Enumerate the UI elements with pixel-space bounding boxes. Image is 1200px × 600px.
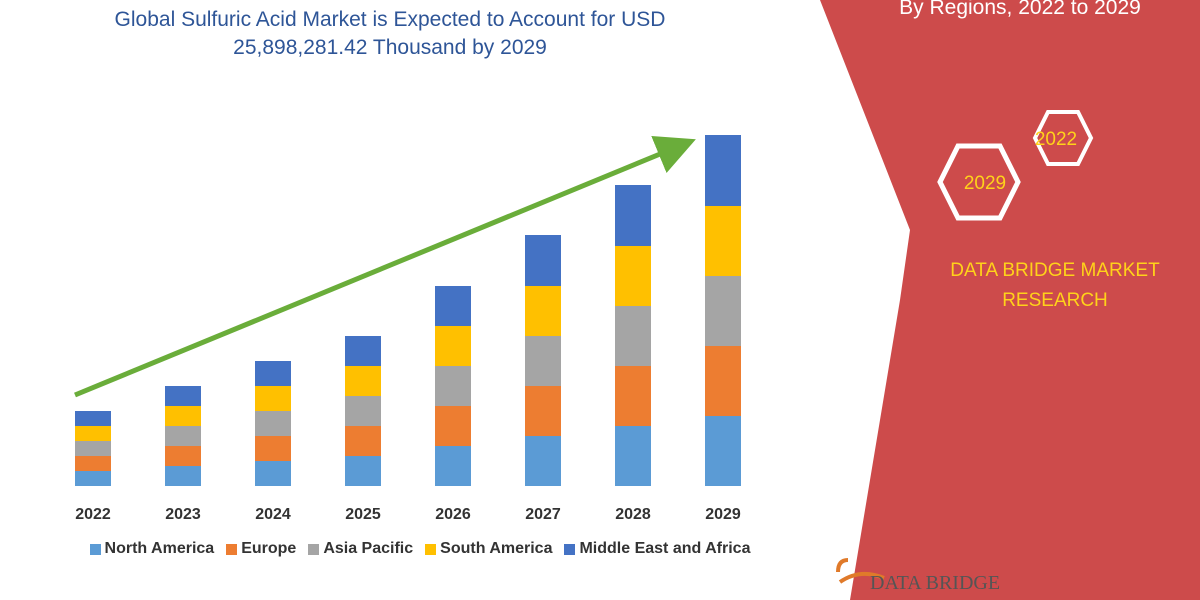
legend-item: Middle East and Africa [564,540,750,558]
legend-label: North America [104,540,215,557]
legend-item: Europe [226,540,296,558]
brand: DATA BRIDGE MARKET RESEARCH [950,260,1160,311]
bar-segment [435,446,471,486]
bar-segment [345,396,381,426]
legend-swatch [226,543,238,555]
bar-segment [525,286,561,336]
bar-segment [705,416,741,486]
bar-segment [75,456,111,471]
bar-segment [525,386,561,436]
legend-swatch [425,543,437,555]
bar-segment [615,366,651,426]
bar-segment [255,461,291,486]
x-tick-label: 2023 [165,506,201,523]
bar-segment [255,411,291,436]
bar-segment [345,456,381,486]
bar-segment [435,326,471,366]
hexagon [937,143,1021,221]
bar-segment [165,386,201,406]
bar-segment [615,426,651,486]
bar-segment [255,436,291,461]
chart-title: Global Sulfuric Acid Market is Expected … [114,8,666,59]
x-tick-label: 2024 [255,506,291,523]
legend-item: Asia Pacific [308,540,413,558]
bar-segment [255,386,291,411]
hexagon-label: 2029 [964,173,1006,194]
x-tick-label: 2026 [435,506,471,523]
side-panel [820,0,1200,600]
bar-segment [75,441,111,456]
x-tick-label: 2022 [75,506,111,523]
x-tick-label: 2028 [615,506,651,523]
bar-segment [435,286,471,326]
bar-segment [75,426,111,441]
logo-icon [836,558,885,584]
x-tick-label: 2029 [705,506,741,523]
legend-item: North America [89,540,215,558]
logo-text: DATA BRIDGE [870,572,1001,594]
bar-segment [75,411,111,426]
legend-item: South America [425,540,552,558]
legend-label: Europe [241,540,297,557]
bar-segment [525,436,561,486]
bar-segment [75,471,111,486]
bar-segment [615,306,651,366]
legend-label: Asia Pacific [323,540,414,557]
trend-arrow [74,136,696,398]
bar-segment [615,246,651,306]
hexagon [1032,110,1094,166]
bar-segment [615,185,651,246]
legend-label: South America [440,540,553,557]
bar-segment [345,426,381,456]
bar-segment [165,426,201,446]
bar-segment [165,406,201,426]
bar-segment [165,446,201,466]
bar-segment [435,366,471,406]
bar-segment [525,235,561,286]
bar-segment [705,346,741,416]
legend-swatch [89,543,101,555]
bar-segment [345,366,381,396]
bar-segment [705,276,741,346]
legend-label: Middle East and Africa [579,540,751,557]
bar-segment [165,466,201,486]
legend: North America Europe Asia Pacific South Ame… [60,540,780,558]
bar-segment [435,406,471,446]
bar-segment [525,336,561,386]
bar-segment [705,206,741,276]
hexagon-label: 2022 [1035,129,1077,150]
legend-swatch [308,543,320,555]
legend-swatch [564,543,576,555]
bar-segment [255,361,291,386]
panel-heading: By Regions, 2022 to 2029 [899,0,1141,19]
bar-segment [705,135,741,206]
x-tick-label: 2025 [345,506,381,523]
x-tick-label: 2027 [525,506,561,523]
bar-segment [345,336,381,366]
